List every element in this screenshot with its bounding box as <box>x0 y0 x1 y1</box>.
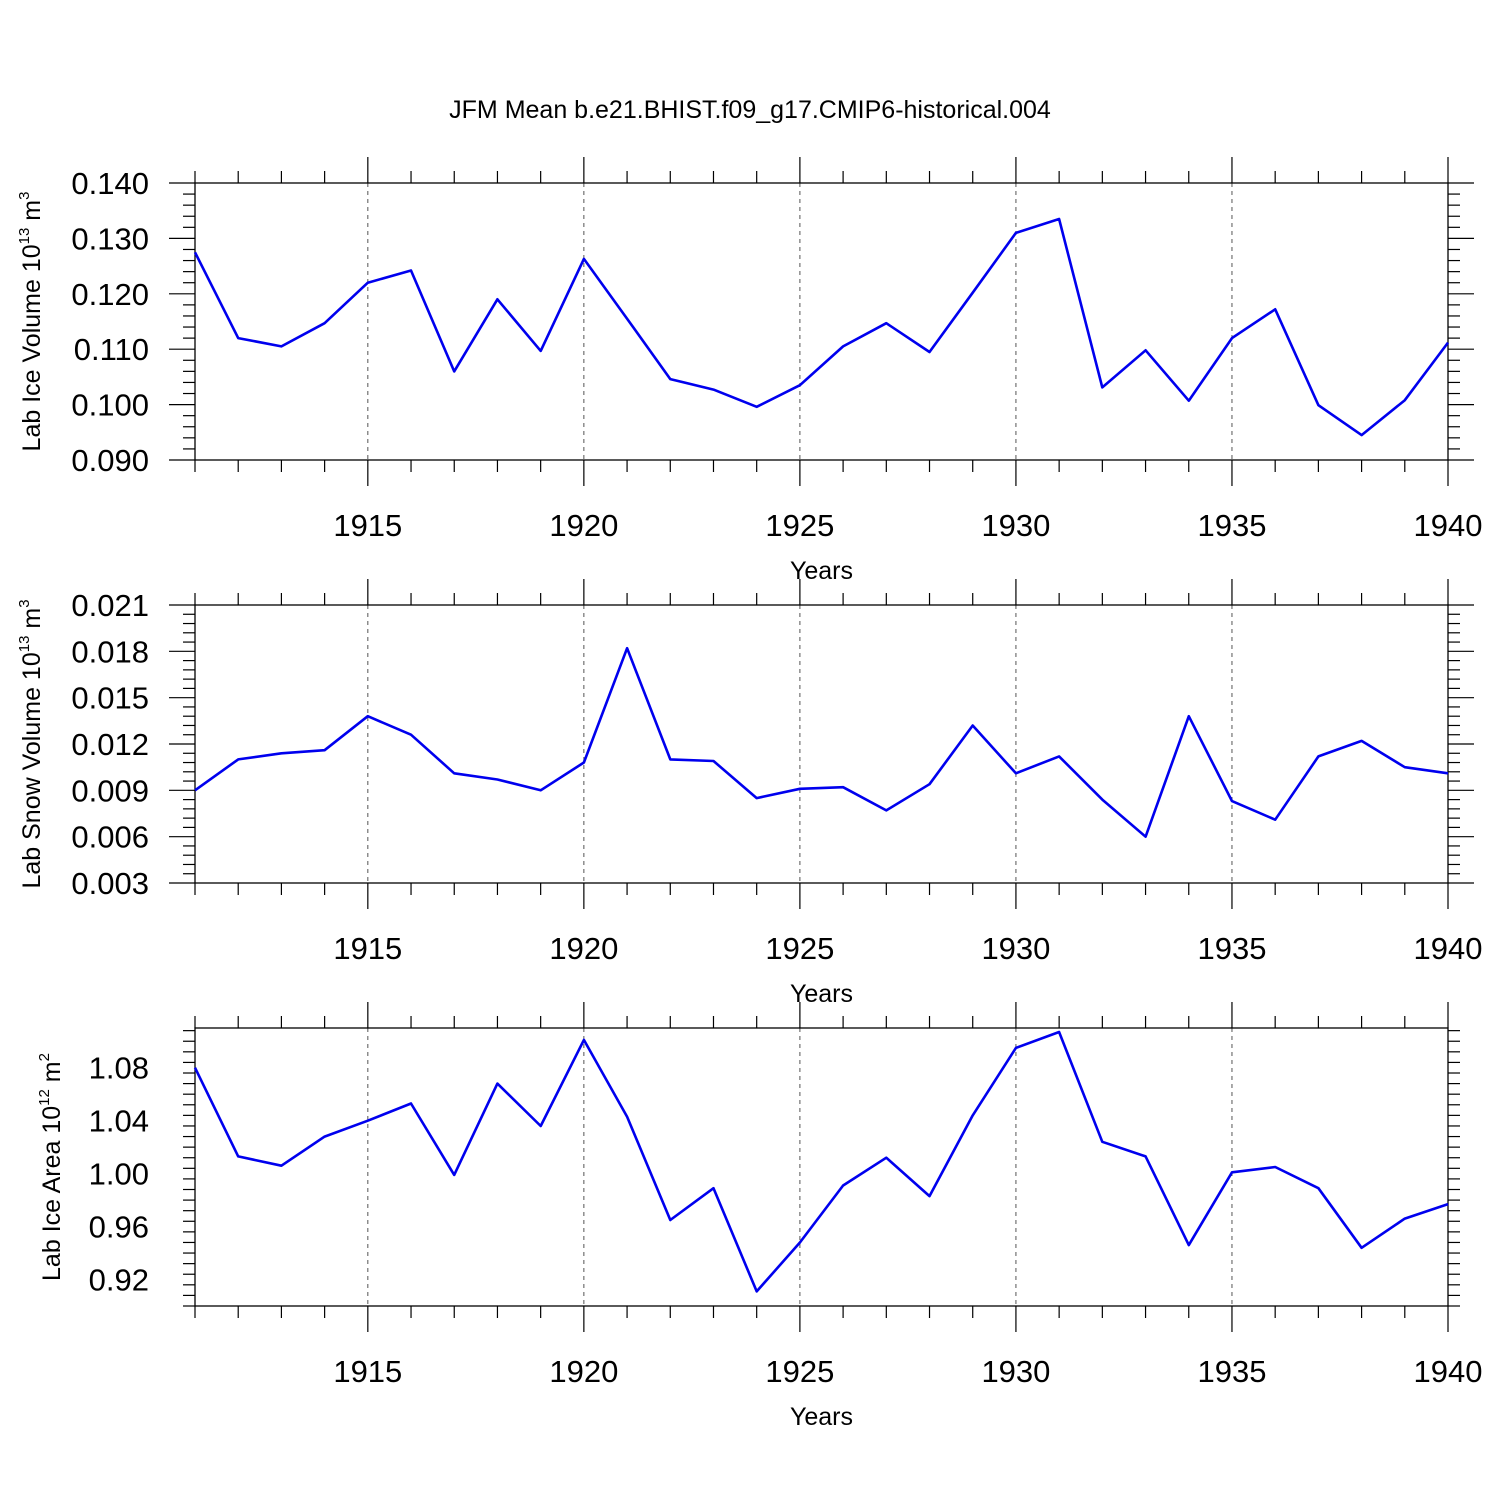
y-axis-title: Lab Snow Volume 1013 m3 <box>16 599 46 888</box>
y-axis-title-superscript: 3 <box>16 192 33 200</box>
y-tick-label: 0.96 <box>89 1210 149 1245</box>
x-tick-label: 1925 <box>765 1354 834 1389</box>
x-tick-label: 1935 <box>1197 508 1266 543</box>
x-tick-label: 1920 <box>549 1354 618 1389</box>
y-tick-label: 1.04 <box>89 1104 149 1139</box>
x-tick-label: 1925 <box>765 508 834 543</box>
y-tick-label: 0.012 <box>71 727 149 762</box>
y-axis-title-superscript: 2 <box>36 1053 53 1061</box>
figure-title: JFM Mean b.e21.BHIST.f09_g17.CMIP6-histo… <box>449 96 1051 124</box>
y-axis-title-part: m <box>38 1061 66 1089</box>
x-tick-label: 1930 <box>981 931 1050 966</box>
y-tick-label: 0.021 <box>71 588 149 623</box>
y-axis-title-superscript: 13 <box>16 636 33 653</box>
x-tick-label: 1935 <box>1197 931 1266 966</box>
x-tick-label: 1930 <box>981 1354 1050 1389</box>
y-tick-label: 0.100 <box>71 388 149 423</box>
y-axis-title-part: m <box>18 608 46 636</box>
y-tick-label: 0.130 <box>71 221 149 256</box>
y-tick-label: 0.018 <box>71 634 149 669</box>
x-tick-label: 1940 <box>1414 931 1483 966</box>
y-axis-title-part: Lab Snow Volume 10 <box>18 652 46 888</box>
series-line <box>193 1030 1449 1293</box>
x-tick-label: 1930 <box>981 508 1050 543</box>
y-tick-label: 0.009 <box>71 773 149 808</box>
plot-frame <box>194 1027 1449 1307</box>
x-tick-label: 1920 <box>549 508 618 543</box>
y-tick-label: 1.00 <box>89 1157 149 1192</box>
y-tick-label: 0.110 <box>74 332 149 367</box>
y-axis-title-part: Lab Ice Volume 10 <box>18 244 46 451</box>
y-tick-label: 0.003 <box>71 866 149 901</box>
y-tick-label: 0.015 <box>71 681 149 716</box>
y-tick-label: 0.120 <box>71 277 149 312</box>
plot-frame <box>194 182 1449 461</box>
series-line <box>193 217 1450 437</box>
y-axis-title: Lab Ice Volume 1013 m3 <box>16 192 46 452</box>
y-axis-title-superscript: 12 <box>36 1089 53 1106</box>
x-tick-label: 1935 <box>1197 1354 1266 1389</box>
x-tick-label: 1915 <box>333 508 402 543</box>
y-axis-title-superscript: 3 <box>16 599 33 607</box>
chart-panel-2: 0.003 0.006 0.009 0.012 0.015 0.018 0.021 1915 1… <box>16 579 1482 1008</box>
series-line <box>194 646 1449 839</box>
y-axis-title-part: Lab Ice Area 10 <box>38 1106 66 1281</box>
chart-panel-3: 0.92 0.96 1.00 1.04 1.08 1915 1920 1925 1930 1935… <box>36 1002 1482 1431</box>
plot-frame <box>194 604 1449 884</box>
y-tick-label: 0.92 <box>89 1263 149 1298</box>
y-tick-label: 0.006 <box>71 820 149 855</box>
x-tick-label: 1925 <box>765 931 834 966</box>
y-tick-label: 1.08 <box>89 1051 149 1086</box>
x-tick-label: 1915 <box>333 1354 402 1389</box>
y-axis-title: Lab Ice Area 1012 m2 <box>36 1053 66 1281</box>
x-tick-label: 1940 <box>1414 508 1483 543</box>
chart-panel-1: 0.090 0.100 0.110 0.120 0.130 0.140 1915 1920 19… <box>16 157 1482 585</box>
y-axis-title-superscript: 13 <box>16 228 33 245</box>
x-tick-label: 1915 <box>333 931 402 966</box>
y-axis-title-part: m <box>18 200 46 228</box>
y-tick-label: 0.140 <box>71 166 149 201</box>
x-tick-label: 1940 <box>1414 1354 1483 1389</box>
x-axis-title: Years <box>790 1403 853 1431</box>
y-tick-label: 0.090 <box>71 443 149 478</box>
x-tick-label: 1920 <box>549 931 618 966</box>
